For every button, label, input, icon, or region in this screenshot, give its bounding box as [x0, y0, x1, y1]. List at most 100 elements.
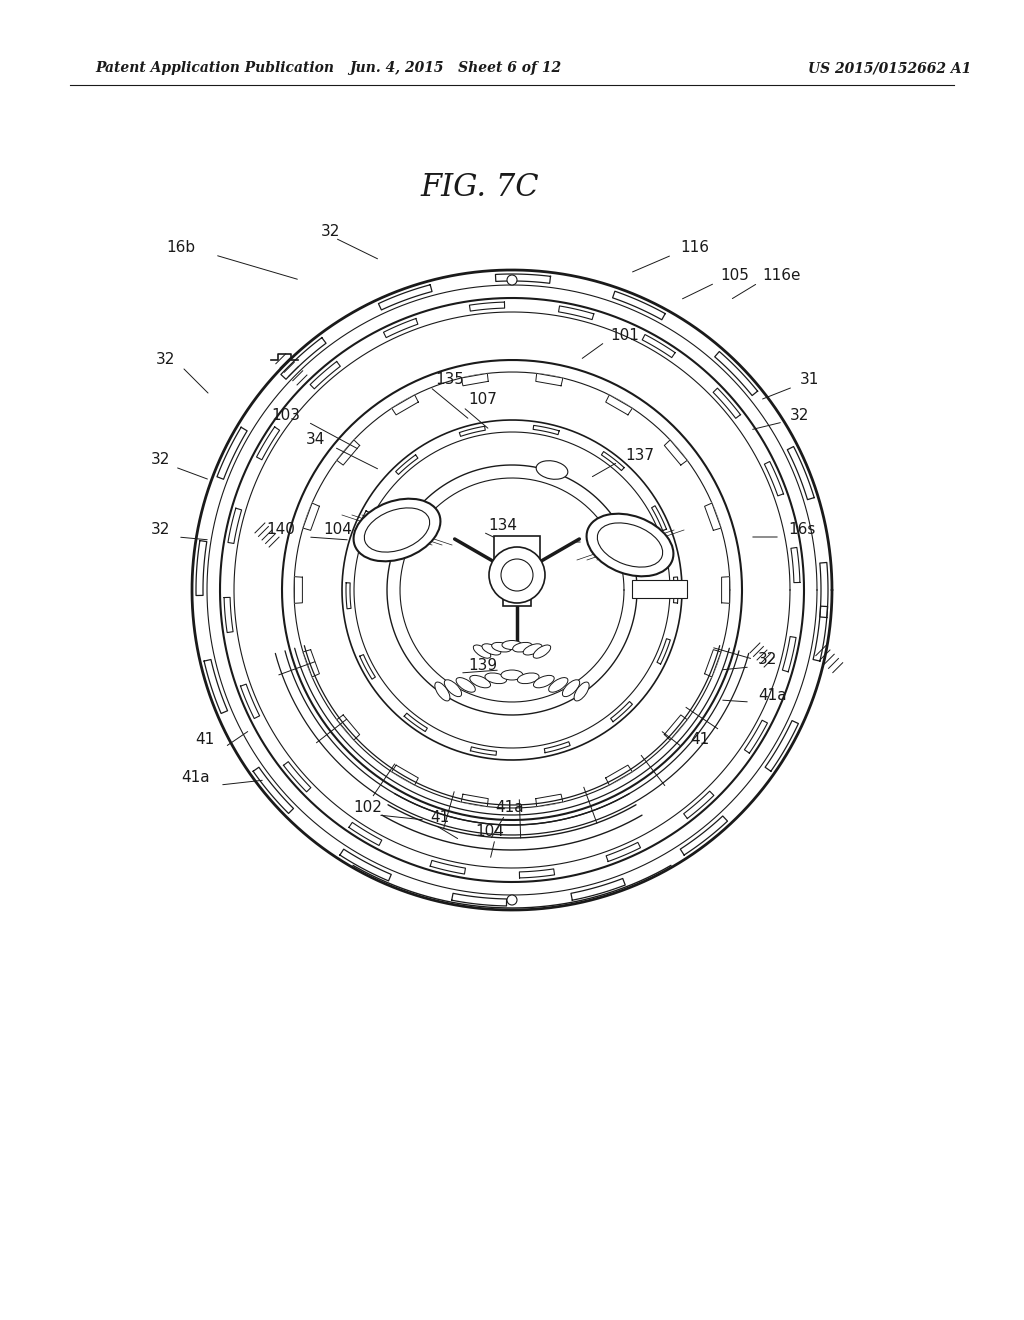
Polygon shape [782, 636, 796, 672]
Text: 41: 41 [690, 733, 710, 747]
Text: Jun. 4, 2015   Sheet 6 of 12: Jun. 4, 2015 Sheet 6 of 12 [349, 61, 561, 75]
Polygon shape [359, 655, 376, 680]
Polygon shape [496, 275, 551, 284]
Polygon shape [606, 842, 640, 862]
Text: 101: 101 [610, 327, 639, 342]
Text: 134: 134 [488, 517, 517, 532]
Ellipse shape [482, 644, 501, 655]
Polygon shape [820, 562, 828, 618]
Polygon shape [461, 795, 488, 807]
Text: 41a: 41a [758, 688, 786, 702]
Text: 116: 116 [680, 240, 709, 256]
Ellipse shape [534, 676, 554, 688]
Polygon shape [601, 451, 625, 470]
Polygon shape [534, 425, 559, 434]
Polygon shape [764, 462, 783, 496]
Polygon shape [610, 701, 633, 722]
Polygon shape [217, 428, 247, 479]
Text: 16b: 16b [166, 240, 195, 256]
Text: 32: 32 [790, 408, 809, 422]
Polygon shape [470, 747, 497, 755]
Polygon shape [657, 639, 671, 664]
Text: 104: 104 [475, 825, 505, 840]
Polygon shape [606, 766, 633, 785]
Text: 31: 31 [800, 372, 819, 388]
Text: US 2015/0152662 A1: US 2015/0152662 A1 [808, 61, 972, 75]
Polygon shape [337, 440, 359, 465]
Text: 41a: 41a [181, 771, 210, 785]
Polygon shape [674, 577, 678, 603]
Polygon shape [651, 506, 667, 531]
Text: FIG. 7C: FIG. 7C [421, 173, 540, 203]
Text: 34: 34 [305, 433, 325, 447]
Ellipse shape [435, 682, 450, 701]
Ellipse shape [502, 640, 522, 649]
Text: 105: 105 [720, 268, 749, 284]
Text: 16s: 16s [788, 523, 815, 537]
Text: 116e: 116e [762, 268, 801, 284]
Text: 32: 32 [321, 224, 340, 239]
Polygon shape [665, 715, 687, 741]
Circle shape [489, 546, 545, 603]
Text: 137: 137 [625, 447, 654, 462]
Polygon shape [813, 606, 827, 661]
Ellipse shape [597, 523, 663, 568]
Ellipse shape [501, 671, 523, 680]
Polygon shape [303, 649, 319, 677]
Text: 32: 32 [151, 523, 170, 537]
Ellipse shape [537, 461, 568, 479]
Polygon shape [196, 541, 207, 595]
Polygon shape [257, 426, 280, 459]
Circle shape [507, 275, 517, 285]
Polygon shape [665, 440, 687, 465]
Polygon shape [204, 660, 227, 714]
Bar [503, 544, 531, 606]
Text: 104: 104 [324, 523, 352, 537]
Polygon shape [460, 426, 485, 437]
Polygon shape [722, 577, 729, 603]
Ellipse shape [492, 643, 511, 652]
Polygon shape [295, 577, 302, 603]
Polygon shape [303, 503, 319, 531]
Polygon shape [705, 503, 721, 531]
Polygon shape [744, 721, 767, 754]
Polygon shape [791, 548, 800, 582]
Polygon shape [349, 822, 382, 845]
Polygon shape [384, 318, 418, 338]
Text: 140: 140 [266, 523, 295, 537]
Text: 107: 107 [468, 392, 497, 408]
Polygon shape [536, 795, 563, 807]
Polygon shape [558, 306, 594, 319]
Ellipse shape [574, 682, 589, 701]
Text: 41: 41 [196, 733, 215, 747]
Polygon shape [519, 869, 555, 878]
Text: 103: 103 [271, 408, 300, 422]
Text: 135: 135 [435, 372, 464, 388]
Polygon shape [379, 285, 432, 310]
Polygon shape [391, 395, 418, 414]
Polygon shape [430, 861, 466, 874]
Polygon shape [684, 791, 714, 818]
Text: 32: 32 [151, 453, 170, 467]
Polygon shape [680, 816, 727, 855]
Polygon shape [787, 446, 814, 500]
Ellipse shape [549, 677, 568, 692]
Ellipse shape [456, 677, 475, 692]
Text: 41a: 41a [496, 800, 524, 816]
Polygon shape [281, 338, 326, 379]
Ellipse shape [562, 680, 580, 697]
Polygon shape [224, 598, 233, 632]
Text: 139: 139 [468, 659, 497, 673]
Polygon shape [536, 374, 563, 385]
Text: 138: 138 [590, 528, 618, 543]
Polygon shape [340, 849, 391, 880]
Polygon shape [310, 362, 340, 389]
Polygon shape [395, 455, 418, 474]
Ellipse shape [365, 508, 430, 552]
Polygon shape [461, 374, 488, 385]
Ellipse shape [513, 643, 532, 652]
Polygon shape [404, 713, 427, 731]
Circle shape [501, 558, 534, 591]
Polygon shape [715, 351, 758, 396]
Ellipse shape [485, 673, 507, 684]
